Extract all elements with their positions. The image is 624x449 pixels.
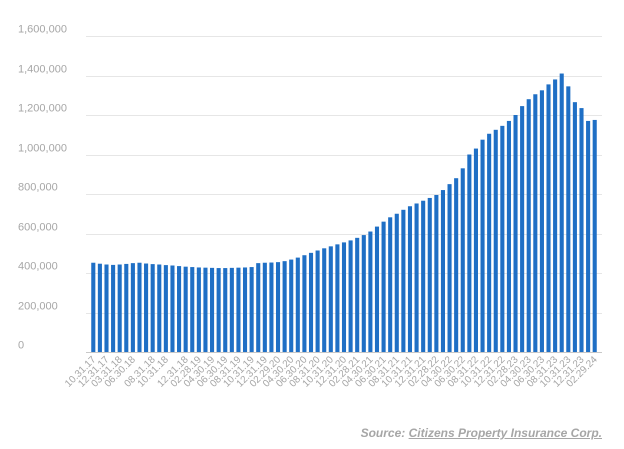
bar bbox=[493, 129, 498, 352]
bar bbox=[203, 267, 208, 352]
x-axis: 10.31.1712.31.1703.31.1806.30.1808.31.18… bbox=[63, 354, 600, 390]
bar bbox=[566, 86, 571, 353]
bar bbox=[414, 203, 419, 352]
bar bbox=[440, 190, 446, 352]
bar bbox=[473, 148, 478, 352]
bar bbox=[130, 263, 135, 353]
bar bbox=[150, 264, 155, 352]
bar bbox=[361, 235, 366, 352]
bar bbox=[91, 262, 96, 352]
bar bbox=[157, 264, 162, 352]
bar bbox=[500, 125, 505, 352]
source-link[interactable]: Citizens Property Insurance Corp. bbox=[408, 426, 602, 440]
bar bbox=[348, 240, 353, 352]
y-tick-label: 1,400,000 bbox=[18, 64, 67, 76]
bar bbox=[460, 168, 465, 352]
bar bbox=[282, 261, 287, 352]
bar bbox=[196, 267, 201, 352]
bar bbox=[322, 248, 327, 352]
y-axis: 0 200,000 400,000 600,000 800,000 1,000,000 1,… bbox=[18, 24, 67, 352]
bar bbox=[170, 265, 175, 352]
bar bbox=[506, 120, 511, 353]
y-tick-label: 200,000 bbox=[18, 301, 58, 313]
bar bbox=[533, 94, 538, 352]
bar bbox=[335, 244, 340, 352]
bar bbox=[513, 115, 518, 352]
bar bbox=[328, 246, 333, 352]
bar bbox=[256, 263, 261, 353]
bar bbox=[183, 266, 188, 352]
bar bbox=[539, 90, 544, 352]
bar bbox=[302, 255, 307, 352]
bar bbox=[427, 197, 432, 352]
bar bbox=[315, 250, 320, 352]
bar bbox=[275, 262, 281, 352]
bar bbox=[223, 268, 228, 352]
bar bbox=[526, 99, 531, 352]
y-tick-label: 400,000 bbox=[18, 261, 58, 273]
bar bbox=[520, 106, 525, 352]
source-note: Source: Citizens Property Insurance Corp… bbox=[361, 426, 602, 440]
bar bbox=[190, 267, 195, 352]
y-tick-label: 0 bbox=[18, 340, 24, 352]
bar bbox=[592, 119, 597, 352]
source-prefix: Source: bbox=[360, 426, 409, 440]
bar bbox=[454, 178, 459, 352]
bar bbox=[124, 263, 129, 352]
y-tick-label: 1,200,000 bbox=[18, 103, 67, 115]
bar bbox=[117, 264, 122, 352]
bar bbox=[144, 263, 149, 352]
bar bbox=[289, 259, 294, 352]
bar bbox=[163, 265, 168, 352]
bar bbox=[97, 263, 102, 352]
bar bbox=[177, 266, 182, 352]
bar bbox=[572, 102, 577, 352]
bar bbox=[546, 84, 551, 352]
bar bbox=[249, 267, 254, 352]
bar bbox=[434, 194, 439, 352]
bar bbox=[586, 120, 591, 353]
bar bbox=[210, 267, 215, 352]
bar bbox=[381, 221, 386, 352]
y-tick-label: 1,600,000 bbox=[18, 24, 67, 36]
bar bbox=[341, 242, 347, 352]
bar bbox=[401, 209, 406, 352]
bar bbox=[137, 262, 142, 352]
bar bbox=[229, 267, 234, 352]
bar bbox=[480, 139, 485, 352]
bar bbox=[111, 264, 116, 352]
bar bbox=[262, 262, 267, 352]
y-tick-label: 1,000,000 bbox=[18, 143, 67, 155]
bar bbox=[269, 262, 274, 352]
bar bbox=[216, 268, 221, 352]
y-tick-label: 600,000 bbox=[18, 222, 58, 234]
bar bbox=[407, 206, 413, 352]
bar bbox=[104, 264, 109, 352]
bar bbox=[236, 267, 241, 352]
bar bbox=[295, 257, 300, 352]
bar bbox=[308, 252, 314, 352]
bar bbox=[579, 108, 584, 352]
bar bbox=[394, 213, 399, 352]
bar bbox=[374, 226, 380, 352]
bar bbox=[487, 133, 492, 352]
bar bbox=[388, 217, 393, 352]
bar bbox=[421, 200, 426, 352]
bar bbox=[447, 184, 452, 353]
bar bbox=[467, 154, 472, 352]
bar bbox=[242, 267, 248, 352]
bar bbox=[368, 231, 373, 352]
bar bbox=[559, 73, 564, 352]
bar bbox=[553, 79, 558, 352]
bars bbox=[91, 73, 597, 353]
y-tick-label: 800,000 bbox=[18, 182, 58, 194]
bar bbox=[355, 237, 360, 352]
